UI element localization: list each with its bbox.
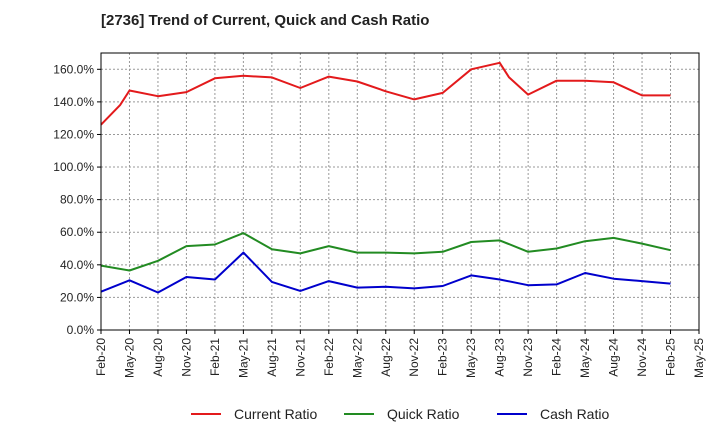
x-tick-label: May-25 (692, 338, 706, 378)
x-tick-label: May-22 (350, 338, 364, 378)
series-line-3 (100, 251, 671, 294)
y-tick-label: 120.0% (53, 127, 94, 141)
legend-label-2: Quick Ratio (387, 406, 460, 422)
x-tick-label: Feb-25 (664, 338, 678, 376)
x-tick-label: Nov-24 (635, 338, 649, 377)
legend-layer: Current Ratio Quick Ratio Cash Ratio (191, 406, 609, 422)
x-tick-label: Aug-20 (151, 338, 165, 377)
chart-title: [2736] Trend of Current, Quick and Cash … (101, 12, 430, 29)
x-tick-label: Feb-21 (208, 338, 222, 376)
axis-layer: 0.0% 20.0% 40.0% 60.0% 80.0% 100.0% 120.0% 140.… (53, 62, 706, 378)
x-tick-label: Feb-22 (322, 338, 336, 376)
x-tick-label: Feb-24 (550, 338, 564, 376)
y-tick-label: 100.0% (53, 160, 94, 174)
plot-frame (100, 52, 700, 331)
y-tick-label: 80.0% (60, 193, 94, 207)
legend-label-1: Current Ratio (234, 406, 317, 422)
y-tick-label: 160.0% (53, 62, 94, 76)
series-line-1 (100, 61, 671, 126)
x-tick-label: Aug-23 (493, 338, 507, 377)
x-tick-label: Nov-20 (179, 338, 193, 377)
x-tick-label: Nov-21 (293, 338, 307, 377)
x-tick-label: Feb-20 (94, 338, 108, 376)
y-tick-label: 60.0% (60, 225, 94, 239)
x-tick-label: Aug-22 (379, 338, 393, 377)
x-tick-label: Nov-23 (521, 338, 535, 377)
y-tick-label: 40.0% (60, 258, 94, 272)
y-tick-label: 140.0% (53, 95, 94, 109)
y-tick-label: 20.0% (60, 290, 94, 304)
series-line-2 (100, 232, 671, 272)
x-tick-label: Feb-23 (436, 338, 450, 376)
x-tick-label: Nov-22 (407, 338, 421, 377)
x-tick-label: May-20 (122, 338, 136, 378)
y-tick-label: 0.0% (67, 323, 95, 337)
x-tick-label: May-21 (236, 338, 250, 378)
x-tick-label: Aug-21 (265, 338, 279, 377)
x-tick-label: May-23 (464, 338, 478, 378)
series-layer (100, 61, 671, 294)
x-tick-label: Aug-24 (607, 338, 621, 377)
legend-label-3: Cash Ratio (540, 406, 609, 422)
x-tick-label: May-24 (578, 338, 592, 378)
